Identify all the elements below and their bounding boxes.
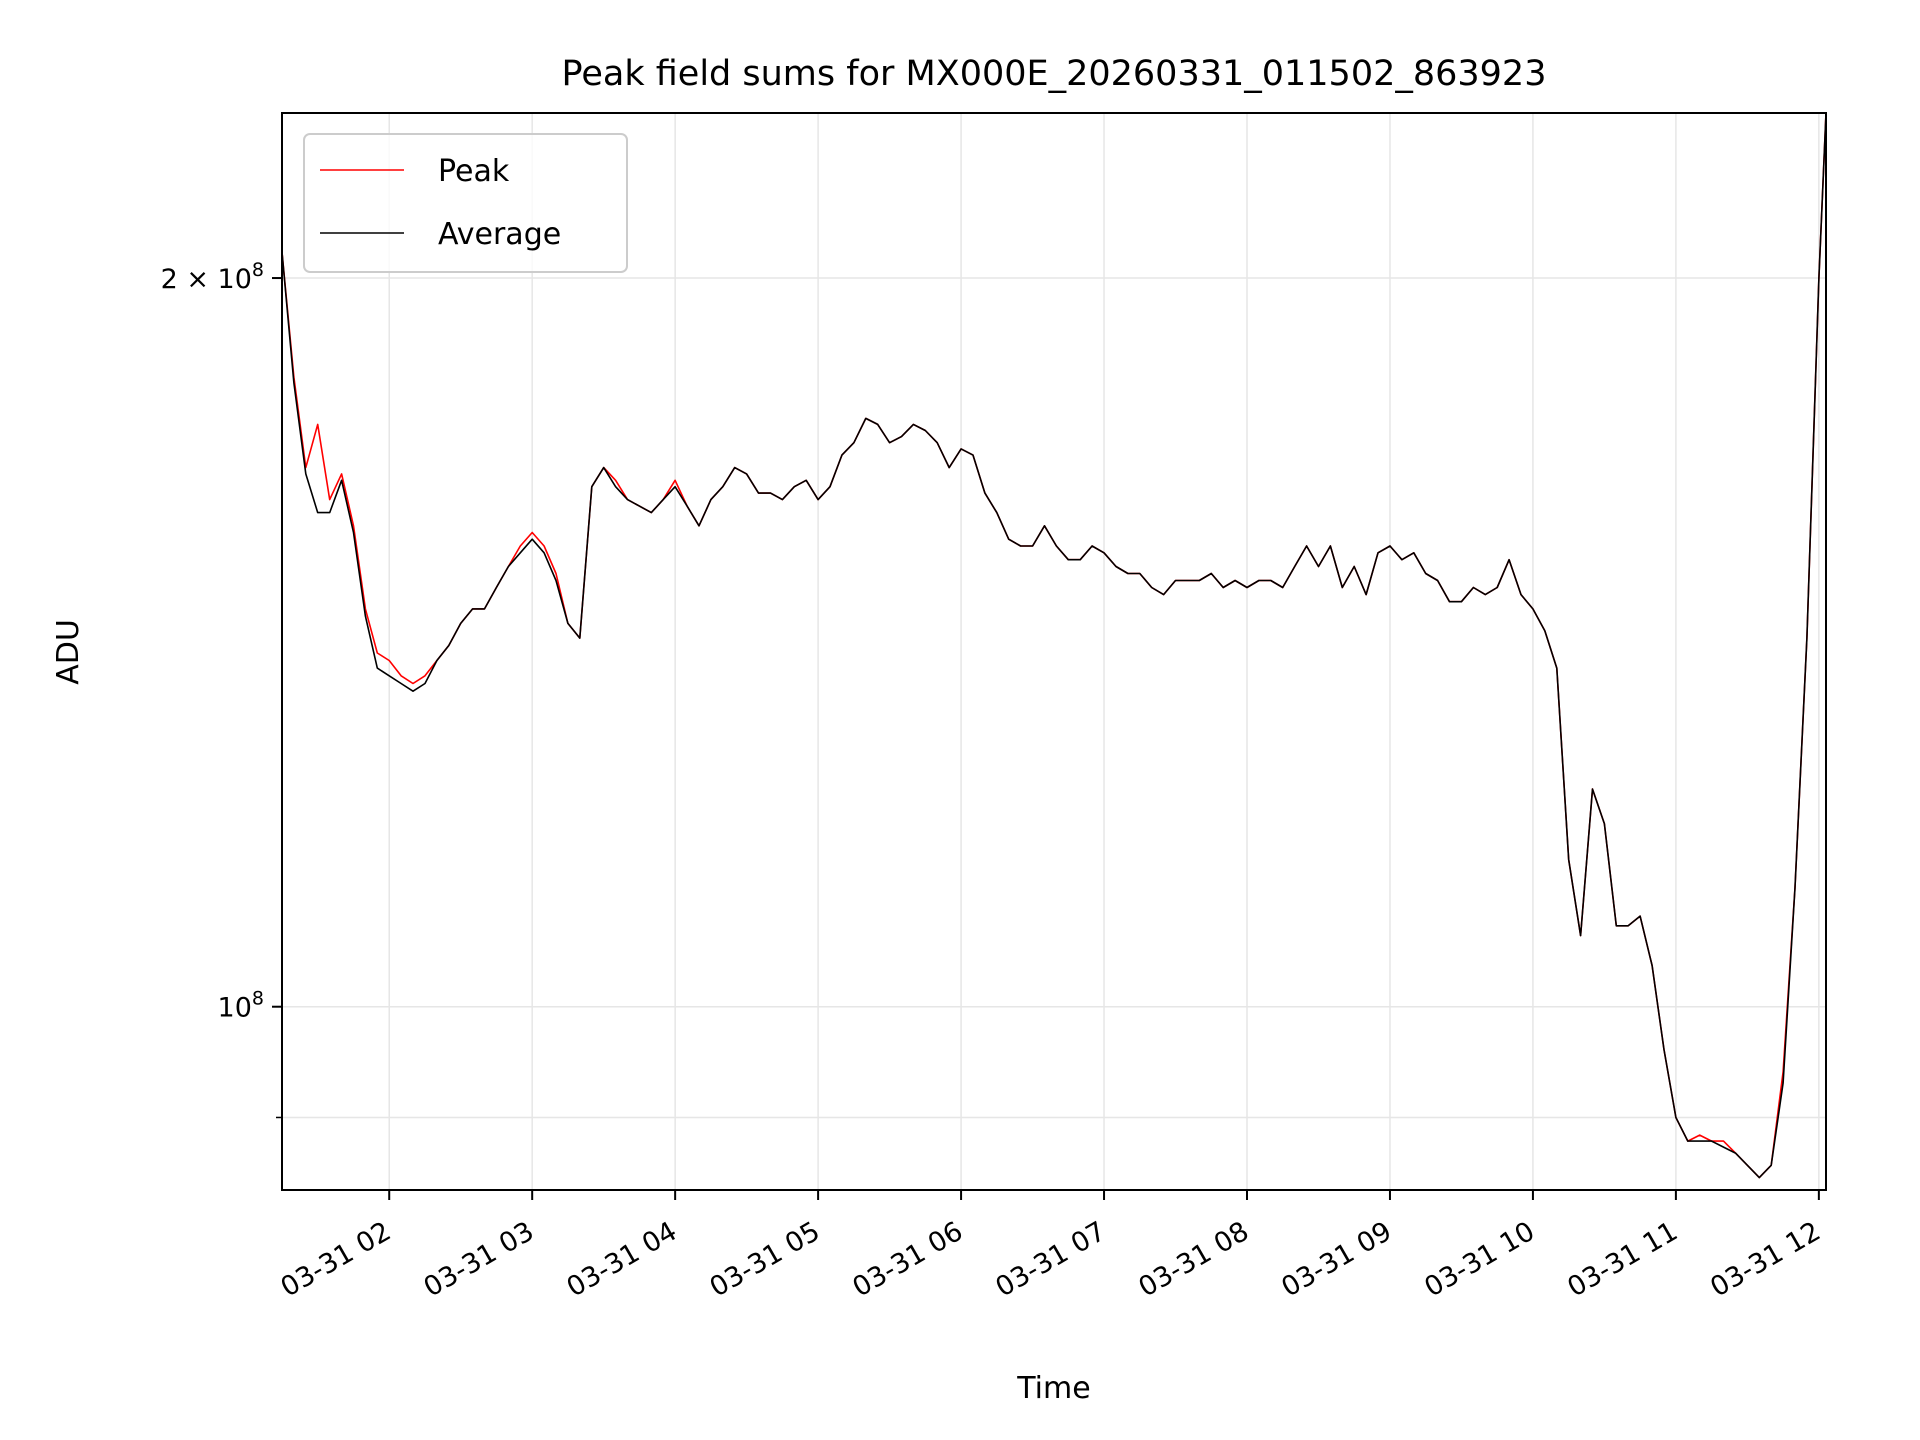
legend-box <box>303 133 628 273</box>
y-tick-exponent: 8 <box>252 988 264 1010</box>
legend: Peak Average <box>303 133 628 273</box>
x-axis-label: Time <box>1016 1371 1090 1406</box>
y-tick-label: 108 <box>218 988 264 1024</box>
y-tick-exponent: 8 <box>252 259 264 281</box>
legend-label-peak: Peak <box>438 154 510 189</box>
y-tick-base: 2 × 10 <box>161 264 252 295</box>
chart-title: Peak field sums for MX000E_20260331_0115… <box>562 54 1547 94</box>
y-tick-label: 2 × 108 <box>161 259 264 295</box>
legend-label-average: Average <box>438 217 561 252</box>
y-tick-base: 10 <box>218 993 252 1024</box>
series-lines <box>282 113 1826 1179</box>
series-line-average <box>282 113 1826 1179</box>
plot-frame <box>281 112 1827 1191</box>
y-axis-label: ADU <box>51 619 86 685</box>
